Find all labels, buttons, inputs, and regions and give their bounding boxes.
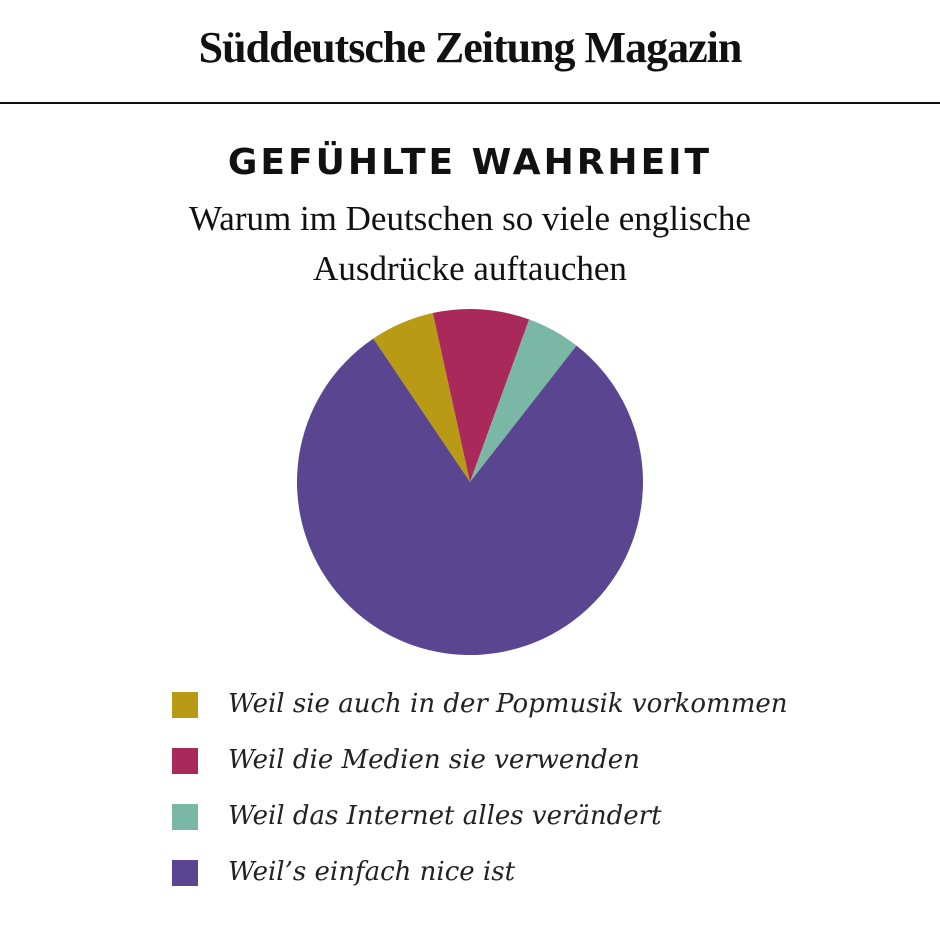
pie-slice (470, 319, 577, 482)
header-rule (0, 102, 940, 104)
legend-swatch (172, 860, 198, 886)
legend-swatch (172, 804, 198, 830)
pie-slice (373, 313, 470, 482)
legend-label: Weil das Internet alles verändert (228, 801, 662, 831)
chart-subtitle: Warum im Deutschen so viele englische Au… (189, 199, 751, 288)
legend-label: Weil sie auch in der Popmusik vorkommen (228, 689, 788, 719)
pie-slice (297, 338, 643, 655)
chart-title: GEFÜHLTE WAHRHEIT (227, 142, 713, 183)
pie-slice (432, 309, 530, 482)
legend-label: Weil’s einfach nice ist (228, 857, 516, 887)
legend-swatch (172, 748, 198, 774)
brand-logo: Süddeutsche Zeitung Magazin (198, 23, 743, 72)
legend-swatch (172, 692, 198, 718)
legend-label: Weil die Medien sie verwenden (228, 745, 640, 775)
